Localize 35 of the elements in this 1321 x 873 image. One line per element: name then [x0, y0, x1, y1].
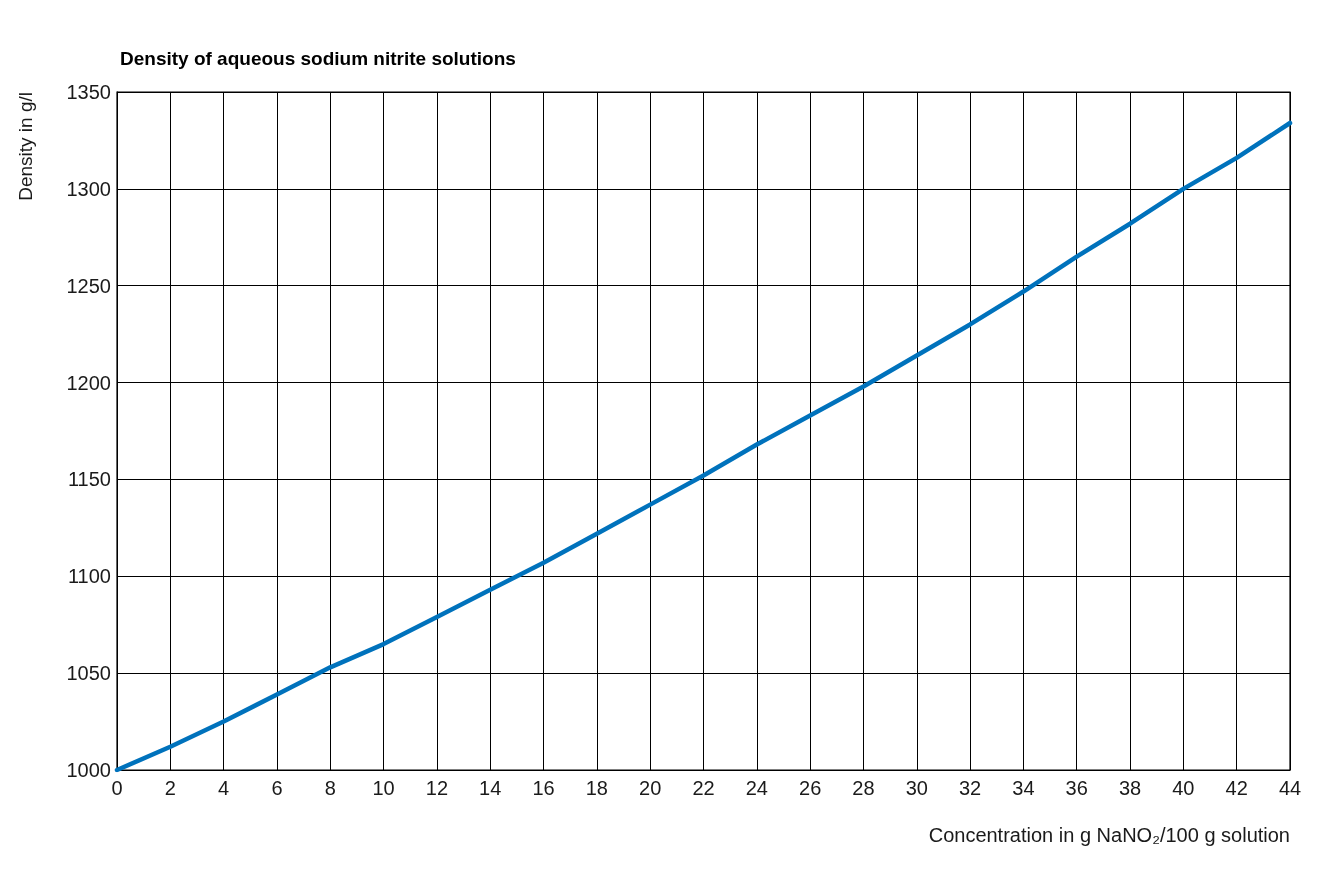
x-tick-label: 12: [425, 777, 449, 799]
line-series: [114, 120, 1293, 773]
x-tick-label: 20: [639, 777, 662, 799]
x-tick-label: 26: [799, 777, 822, 799]
x-tick-label: 10: [372, 777, 395, 799]
x-tick-label: 32: [958, 777, 982, 799]
x-tick-label: 36: [1065, 777, 1088, 799]
chart-title: Density of aqueous sodium nitrite solutions: [120, 48, 516, 69]
y-tick-label: 1200: [66, 371, 111, 394]
x-axis-title: Concentration in g NaNO₂/100 g solution: [928, 824, 1290, 846]
y-tick-label: 1100: [67, 565, 111, 588]
x-tick-label: 28: [852, 777, 875, 799]
x-tick-label: 16: [532, 777, 555, 799]
x-tick-label: 4: [218, 777, 230, 799]
x-tick-label: 30: [905, 777, 928, 799]
x-tick-label: 40: [1172, 777, 1195, 799]
x-tick-label: 2: [164, 777, 176, 799]
x-tick-label: 34: [1012, 777, 1035, 799]
x-tick-label: 6: [271, 777, 283, 799]
x-tick-label: 38: [1118, 777, 1142, 799]
x-tick-label: 42: [1225, 777, 1248, 799]
y-tick-label: 1300: [66, 177, 111, 200]
y-tick-label: 1000: [66, 759, 111, 781]
y-axis-title: Density in g/l: [15, 92, 36, 201]
y-tick-label: 1350: [66, 81, 111, 103]
x-tick-label: 24: [745, 777, 768, 799]
x-tick-label: 18: [585, 777, 608, 799]
y-tick-label: 1050: [66, 662, 111, 685]
x-tick-label: 0: [111, 777, 123, 799]
x-tick-label: 44: [1278, 777, 1302, 799]
y-tick-label: 1150: [67, 468, 111, 491]
y-tick-label: 1250: [66, 274, 111, 297]
x-tick-label: 22: [692, 777, 715, 799]
x-tick-label: 14: [479, 777, 502, 799]
x-tick-label: 8: [324, 777, 336, 799]
